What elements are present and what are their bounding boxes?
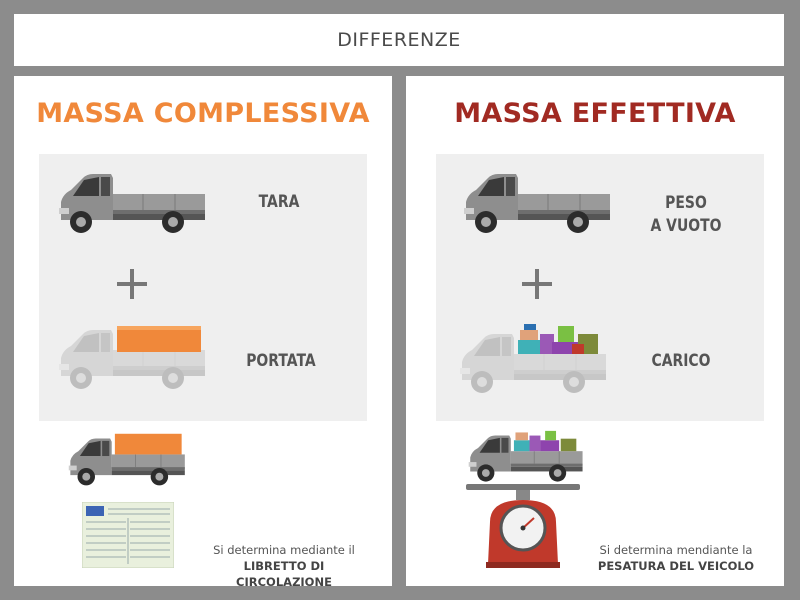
label-peso-a-vuoto: PESO A VUOTO [645,192,727,238]
label-carico: CARICO [651,351,711,371]
label-tara: TARA [258,192,300,212]
right-formula-box: PESO A VUOTO CARICO [436,154,764,421]
header-bar: DIFFERENZE [14,14,784,66]
label-peso: PESO [665,193,707,213]
mixed-cargo-icon [459,324,607,394]
panel-massa-complessiva: MASSA COMPLESSIVA TARA PORTATA [14,76,392,589]
left-formula-box: TARA PORTATA [39,154,367,421]
plus-icon [522,269,552,299]
right-title: MASSA EFFETTIVA [454,98,736,129]
pickup-truck-icon [58,173,206,234]
left-title: MASSA COMPLESSIVA [36,98,370,129]
right-caption-line1: Si determina mendiante la [599,543,753,557]
right-caption: Si determina mendiante la PESATURA DEL V… [584,542,768,574]
left-caption: Si determina mediante il LIBRETTO DI CIR… [194,542,374,590]
right-caption-line2: PESATURA DEL VEICOLO [597,559,755,573]
left-caption-line2: LIBRETTO DI CIRCOLAZIONE [236,559,332,589]
loaded-truck-icon [68,433,186,486]
header-title: DIFFERENZE [337,29,461,51]
registration-document-icon [82,502,174,568]
cargo-box-icon [58,326,206,390]
label-a-vuoto: A VUOTO [650,216,722,236]
panel-massa-effettiva: MASSA EFFETTIVA PESO A VUOTO CARICO [406,76,784,586]
left-caption-line1: Si determina mediante il [213,543,355,557]
weighing-scale-icon [466,430,583,568]
plus-icon [117,269,147,299]
label-portata: PORTATA [246,351,316,371]
pickup-truck-icon [463,173,611,234]
